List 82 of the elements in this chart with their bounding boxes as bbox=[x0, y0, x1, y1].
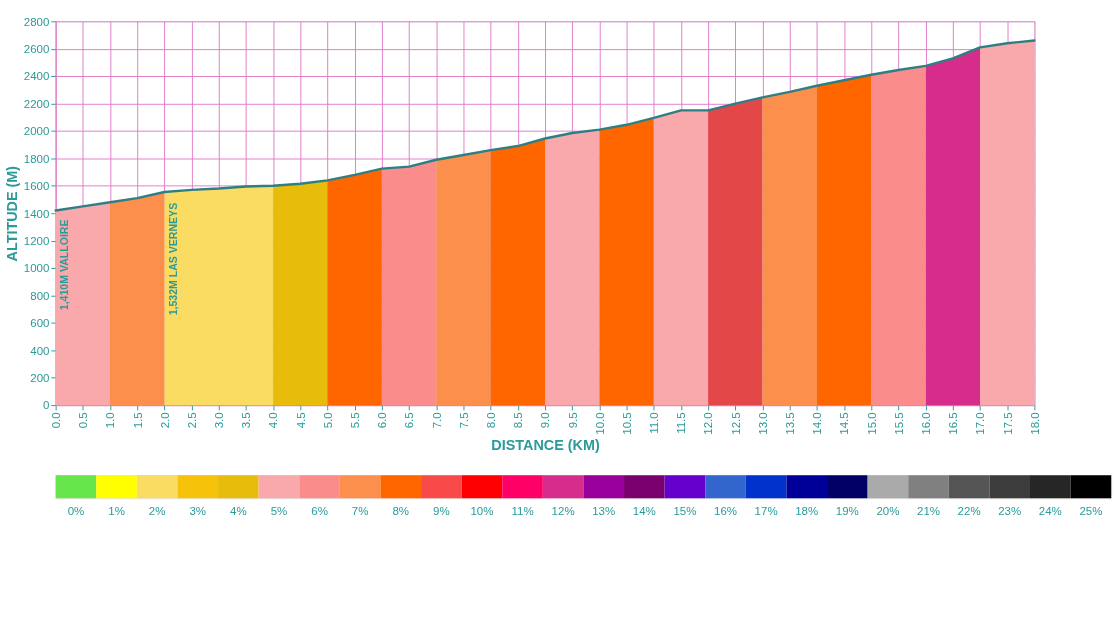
x-tick-label: 14.0 bbox=[811, 412, 824, 435]
x-tick-label: 8% bbox=[392, 505, 410, 518]
y-tick-label: 600 bbox=[30, 317, 50, 330]
x-tick-label: 10.0 bbox=[593, 412, 606, 435]
x-tick-label: 13.0 bbox=[756, 412, 769, 435]
x-tick-label: 9.0 bbox=[539, 412, 552, 429]
x-tick-label: 4.5 bbox=[294, 412, 307, 429]
x-tick-label: 15% bbox=[673, 505, 697, 518]
x-tick-label: 25% bbox=[1079, 505, 1103, 518]
x-tick-label: 2.5 bbox=[185, 412, 198, 429]
x-tick-label: 16% bbox=[714, 505, 738, 518]
x-tick-label: 1.0 bbox=[104, 412, 117, 429]
x-tick-label: 0.0 bbox=[49, 412, 62, 429]
y-tick-label: 200 bbox=[30, 372, 50, 385]
x-tick-label: 19% bbox=[835, 505, 859, 518]
x-tick-label: 5.5 bbox=[349, 412, 362, 429]
annotation: 1,410M VALLOIRE bbox=[58, 219, 71, 311]
x-tick-label: 18% bbox=[795, 505, 819, 518]
x-tick-label: 3.0 bbox=[213, 412, 226, 429]
x-tick-label: 12% bbox=[551, 505, 575, 518]
x-tick-label: 1.5 bbox=[131, 412, 144, 429]
x-tick-label: 13.5 bbox=[784, 412, 797, 435]
x-tick-label: 12.5 bbox=[729, 412, 742, 435]
x-tick-label: 12.0 bbox=[702, 412, 715, 435]
x-tick-label: 5% bbox=[270, 505, 288, 518]
y-tick-label: 2200 bbox=[23, 97, 50, 110]
x-tick-label: 1% bbox=[108, 505, 125, 518]
x-tick-label: 3% bbox=[189, 505, 207, 518]
x-tick-label: 6.5 bbox=[403, 412, 416, 429]
x-tick-label: 5.0 bbox=[321, 412, 334, 429]
y-tick-label: 1200 bbox=[23, 234, 50, 247]
y-tick-label: 0 bbox=[43, 399, 50, 412]
x-tick-label: 11.5 bbox=[675, 412, 688, 434]
x-tick-label: 4% bbox=[230, 505, 247, 518]
annotation: 1,532M LAS VERNEYS bbox=[166, 202, 179, 316]
y-axis-title: ALTITUDE (M) bbox=[4, 165, 21, 262]
x-tick-label: 16.0 bbox=[920, 412, 932, 435]
x-tick-label: 6% bbox=[311, 505, 328, 518]
x-tick-label: 15.0 bbox=[865, 412, 878, 435]
y-tick-label: 2800 bbox=[23, 15, 50, 28]
x-tick-label: 8.0 bbox=[484, 412, 497, 429]
y-tick-label: 2000 bbox=[23, 125, 50, 138]
x-tick-label: 20% bbox=[876, 505, 900, 518]
y-tick-label: 1600 bbox=[23, 180, 50, 193]
x-tick-label: 14% bbox=[632, 505, 656, 518]
x-tick-label: 9% bbox=[433, 505, 450, 518]
x-tick-label: 0.5 bbox=[77, 412, 90, 429]
y-tick-label: 1000 bbox=[23, 262, 50, 275]
x-tick-label: 0% bbox=[67, 505, 85, 518]
x-tick-label: 7% bbox=[351, 505, 369, 518]
x-tick-label: 17.5 bbox=[1001, 412, 1014, 435]
x-tick-label: 17% bbox=[754, 505, 778, 518]
x-tick-label: 22% bbox=[957, 505, 981, 518]
x-tick-label: 8.5 bbox=[512, 412, 525, 429]
x-tick-label: 2.0 bbox=[158, 412, 171, 429]
x-tick-label: 15.5 bbox=[892, 412, 905, 435]
x-tick-label: 10% bbox=[470, 505, 494, 518]
x-tick-label: 2% bbox=[148, 505, 166, 518]
x-tick-label: 7.0 bbox=[430, 412, 443, 429]
x-tick-label: 6.0 bbox=[376, 412, 389, 429]
y-tick-label: 2600 bbox=[23, 43, 50, 56]
x-tick-label: 10.5 bbox=[620, 412, 633, 435]
y-tick-label: 400 bbox=[30, 344, 50, 357]
y-tick-label: 1400 bbox=[23, 207, 50, 220]
x-tick-label: 14.5 bbox=[838, 412, 851, 435]
x-tick-label: 24% bbox=[1038, 505, 1062, 518]
y-tick-label: 2400 bbox=[23, 70, 50, 83]
x-tick-label: 18.0 bbox=[1028, 412, 1041, 435]
x-tick-label: 9.5 bbox=[566, 412, 579, 429]
x-tick-label: 17.0 bbox=[974, 412, 987, 435]
x-tick-label: 11.0 bbox=[648, 412, 661, 434]
y-tick-label: 1800 bbox=[23, 152, 50, 165]
x-tick-label: 11% bbox=[511, 505, 534, 518]
x-tick-label: 7.5 bbox=[457, 412, 470, 429]
x-tick-label: 23% bbox=[998, 505, 1022, 518]
x-tick-label: 4.0 bbox=[267, 412, 280, 429]
x-tick-label: 3.5 bbox=[240, 412, 253, 429]
y-tick-label: 800 bbox=[30, 289, 50, 302]
x-tick-label: 16.5 bbox=[947, 412, 960, 435]
x-tick-label: 21% bbox=[917, 505, 941, 518]
x-axis-title: DISTANCE (KM) bbox=[491, 437, 600, 454]
x-tick-label: 13% bbox=[592, 505, 616, 518]
